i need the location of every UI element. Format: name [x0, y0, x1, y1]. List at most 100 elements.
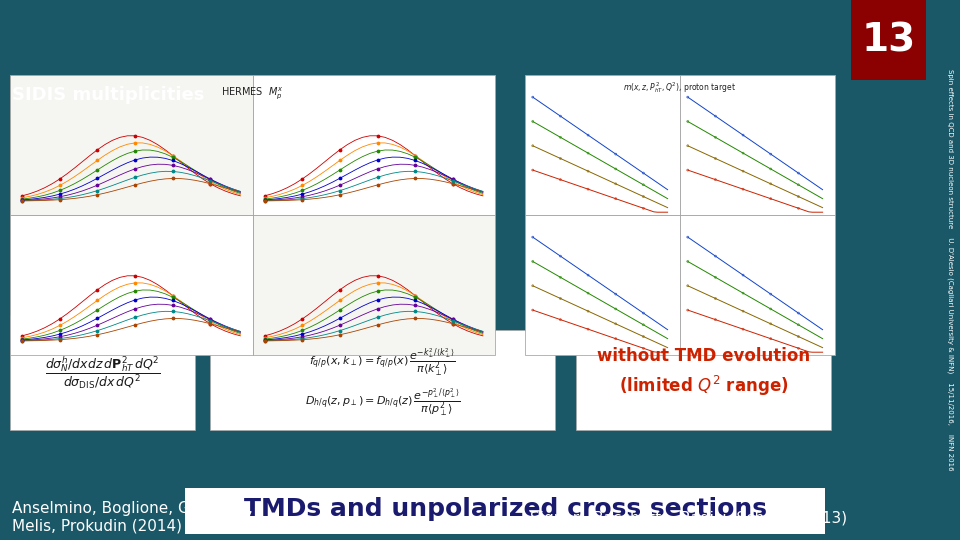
Point [332, 166, 348, 174]
Point [52, 174, 67, 183]
Point [203, 316, 218, 325]
Point [525, 306, 540, 314]
Point [128, 147, 143, 156]
Bar [10, 215, 252, 355]
Point [295, 335, 310, 344]
Point [89, 286, 105, 294]
Point [52, 321, 67, 330]
Point [445, 319, 461, 328]
Point [445, 179, 461, 188]
Point [14, 336, 30, 345]
Bar [525, 75, 680, 215]
Point [89, 174, 105, 183]
Point [89, 156, 105, 165]
Bar [252, 75, 495, 215]
Point [763, 334, 779, 343]
Point [445, 177, 461, 185]
Point [553, 273, 568, 281]
Point [407, 293, 422, 301]
Point [680, 233, 695, 241]
Point [89, 181, 105, 190]
Point [128, 156, 143, 164]
Point [445, 175, 461, 184]
Point [680, 117, 695, 126]
Point [52, 333, 67, 341]
Point [553, 154, 568, 163]
Point [257, 195, 273, 204]
Point [295, 333, 310, 341]
Text: Spin effects in QCD and 3D nucleon structure    U. D'Alesio (Cagliari University: Spin effects in QCD and 3D nucleon struc… [947, 69, 953, 471]
Point [407, 296, 422, 305]
Point [525, 93, 540, 102]
Point [332, 330, 348, 339]
Point [257, 193, 273, 202]
Point [165, 174, 180, 183]
Point [553, 294, 568, 303]
Bar [10, 75, 495, 355]
Point [791, 320, 806, 329]
Point [525, 141, 540, 150]
Point [295, 190, 310, 199]
Point [203, 175, 218, 184]
Text: $D_{h/q}(z,p_\perp) = D_{h/q}(z)\,\dfrac{e^{-p_\perp^2/\langle p_\perp^2\rangle}: $D_{h/q}(z,p_\perp) = D_{h/q}(z)\,\dfrac… [304, 386, 461, 418]
Point [52, 326, 67, 335]
Point [370, 321, 385, 329]
Point [525, 233, 540, 241]
Point [203, 176, 218, 184]
Point [14, 196, 30, 205]
Text: $m(x, z, P_{hT}^2, Q^2)$, proton target: $m(x, z, P_{hT}^2, Q^2)$, proton target [623, 80, 736, 95]
Point [581, 131, 596, 139]
Point [708, 252, 723, 260]
Point [128, 287, 143, 295]
Point [581, 307, 596, 315]
Text: $\dfrac{d\sigma_N^h/dxdz\,d\mathbf{P}_{hT}^2\,dQ^2}{d\sigma_{\mathrm{DIS}}/dx\,d: $\dfrac{d\sigma_N^h/dxdz\,d\mathbf{P}_{h… [44, 354, 160, 391]
Point [52, 181, 67, 190]
Point [128, 139, 143, 147]
Point [608, 320, 623, 328]
Point [525, 117, 540, 126]
Point [295, 326, 310, 335]
Point [165, 291, 180, 300]
Point [370, 313, 385, 322]
Point [14, 195, 30, 204]
Point [52, 186, 67, 195]
Point [407, 314, 422, 323]
Point [407, 151, 422, 160]
Point [203, 319, 218, 328]
Point [791, 344, 806, 353]
Point [370, 165, 385, 173]
Point [407, 167, 422, 176]
Point [295, 321, 310, 330]
Point [128, 321, 143, 329]
Point [165, 314, 180, 323]
Point [14, 192, 30, 200]
Point [332, 326, 348, 335]
Bar [525, 75, 835, 355]
Point [128, 279, 143, 287]
Bar [210, 330, 555, 430]
Point [735, 307, 751, 315]
Point [128, 165, 143, 173]
Point [165, 153, 180, 161]
Point [165, 301, 180, 309]
Point [407, 161, 422, 170]
Point [445, 177, 461, 186]
Point [52, 195, 67, 204]
Point [445, 179, 461, 188]
Point [89, 306, 105, 314]
Point [680, 166, 695, 174]
Point [332, 191, 348, 199]
Point [708, 112, 723, 120]
Point [735, 185, 751, 193]
Point [791, 204, 806, 213]
Point [203, 315, 218, 323]
Point [295, 334, 310, 343]
Point [257, 336, 273, 345]
Point [445, 175, 461, 184]
Text: $f_{q/p}(x,k_\perp) = f_{q/p}(x)\,\dfrac{e^{-k_\perp^2/\langle k_\perp^2\rangle}: $f_{q/p}(x,k_\perp) = f_{q/p}(x)\,\dfrac… [309, 346, 456, 378]
Point [128, 305, 143, 313]
Point [445, 315, 461, 323]
Point [370, 287, 385, 295]
Point [608, 150, 623, 158]
Point [295, 330, 310, 339]
